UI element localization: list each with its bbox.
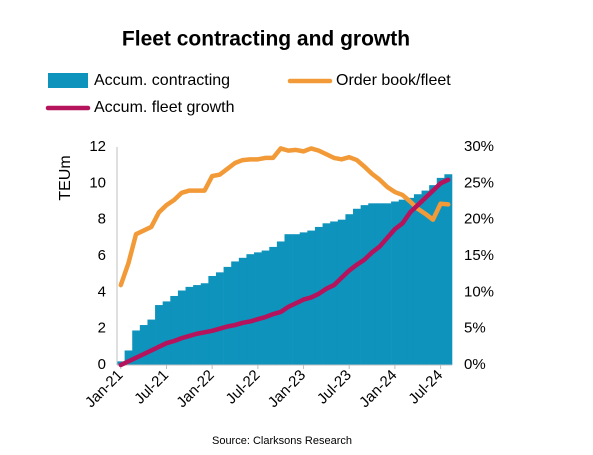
bar xyxy=(391,201,400,365)
legend-label: Accum. contracting xyxy=(94,72,230,89)
y2-tick-label: 15% xyxy=(464,247,494,264)
bar xyxy=(132,330,141,365)
bar xyxy=(147,319,156,365)
x-tick-label: Jul-22 xyxy=(223,367,264,408)
bar xyxy=(215,272,224,365)
y2-tick-label: 10% xyxy=(464,283,494,300)
bar xyxy=(429,185,438,365)
bar xyxy=(269,246,278,365)
bar xyxy=(254,252,262,365)
bar xyxy=(177,290,186,365)
bar xyxy=(292,234,301,365)
bar xyxy=(398,199,407,365)
y2-tick-label: 30% xyxy=(464,138,494,155)
bar xyxy=(406,197,415,365)
bar xyxy=(368,203,377,365)
bar xyxy=(162,301,171,365)
bar xyxy=(238,257,247,365)
x-tick-label: Jan-22 xyxy=(173,367,217,411)
bar xyxy=(246,254,255,365)
y-tick-label: 12 xyxy=(89,138,106,155)
bar xyxy=(413,194,422,365)
bar xyxy=(139,325,148,365)
bar xyxy=(193,285,202,365)
y-tick-label: 6 xyxy=(98,247,106,264)
y-tick-label: 10 xyxy=(89,174,106,191)
legend-label: Accum. fleet growth xyxy=(94,99,235,116)
line xyxy=(118,146,451,288)
x-tick-label: Jan-23 xyxy=(265,367,309,411)
legend-swatch xyxy=(48,73,88,88)
bar xyxy=(155,305,163,365)
bar xyxy=(261,250,270,365)
bar xyxy=(231,261,240,365)
bar xyxy=(375,203,384,365)
bar xyxy=(185,286,194,365)
legend-label: Order book/fleet xyxy=(336,72,451,89)
bar xyxy=(345,214,354,365)
y2-tick-label: 5% xyxy=(464,320,486,337)
bar xyxy=(124,350,133,365)
bar xyxy=(208,275,217,365)
bar xyxy=(330,221,339,365)
bar xyxy=(170,295,179,365)
y-tick-label: 0 xyxy=(98,356,106,373)
bar xyxy=(436,177,445,365)
bar xyxy=(200,283,209,365)
bar xyxy=(360,205,369,365)
y-tick-label: 2 xyxy=(98,320,106,337)
x-tick-label: Jul-24 xyxy=(405,367,446,408)
y-tick-label: 8 xyxy=(98,211,106,228)
bar xyxy=(284,234,293,365)
bar xyxy=(353,208,361,365)
line xyxy=(118,177,451,368)
source: Source: Clarksons Research xyxy=(212,435,352,447)
x-tick-label: Jan-24 xyxy=(356,367,400,411)
bar xyxy=(276,241,285,365)
x-tick-label: Jul-23 xyxy=(314,367,355,408)
y2-tick-label: 25% xyxy=(464,174,494,191)
bar xyxy=(383,203,392,365)
bar xyxy=(223,266,232,365)
x-tick-label: Jul-21 xyxy=(131,367,172,408)
y2-tick-label: 20% xyxy=(464,211,494,228)
bar xyxy=(421,190,430,365)
y-axis-label: TEUm xyxy=(57,155,74,200)
bar xyxy=(444,174,453,365)
y2-tick-label: 0% xyxy=(464,356,486,373)
x-tick-label: Jan-21 xyxy=(82,367,126,411)
bar xyxy=(337,219,346,365)
chart-title: Fleet contracting and growth xyxy=(122,28,410,51)
bar xyxy=(322,223,331,365)
y-tick-label: 4 xyxy=(98,283,106,300)
